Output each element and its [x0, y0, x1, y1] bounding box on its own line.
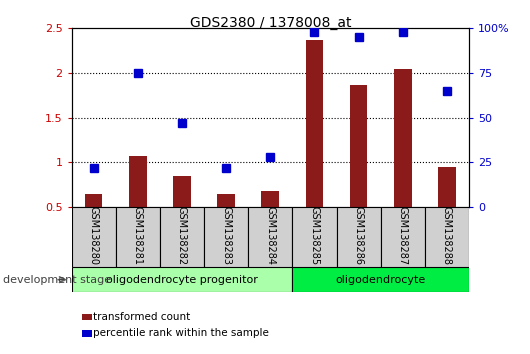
Text: oligodendrocyte: oligodendrocyte: [335, 275, 426, 285]
Text: GSM138282: GSM138282: [177, 206, 187, 266]
Bar: [116, 207, 160, 267]
Bar: [173, 176, 191, 207]
Bar: [293, 207, 337, 267]
Text: GSM138280: GSM138280: [89, 206, 99, 266]
Bar: [160, 207, 204, 267]
Bar: [381, 207, 425, 267]
Bar: [425, 207, 469, 267]
Text: GSM138286: GSM138286: [354, 206, 364, 266]
Bar: [293, 267, 469, 292]
Text: oligodendrocyte progenitor: oligodendrocyte progenitor: [106, 275, 258, 285]
Text: GSM138287: GSM138287: [398, 206, 408, 266]
Bar: [85, 194, 102, 207]
Text: GSM138281: GSM138281: [133, 206, 143, 266]
Bar: [337, 207, 381, 267]
Text: percentile rank within the sample: percentile rank within the sample: [93, 329, 269, 338]
Text: GSM138284: GSM138284: [266, 206, 275, 266]
Bar: [438, 167, 456, 207]
Bar: [72, 207, 116, 267]
Bar: [217, 194, 235, 207]
Text: transformed count: transformed count: [93, 312, 190, 322]
Bar: [306, 40, 323, 207]
Text: development stage: development stage: [3, 275, 111, 285]
Bar: [350, 85, 367, 207]
Bar: [248, 207, 293, 267]
Text: GSM138283: GSM138283: [221, 206, 231, 266]
Bar: [261, 191, 279, 207]
Bar: [204, 207, 248, 267]
Text: GSM138285: GSM138285: [310, 206, 320, 266]
Bar: [129, 156, 147, 207]
Text: GSM138288: GSM138288: [442, 206, 452, 266]
Bar: [72, 267, 293, 292]
Text: GDS2380 / 1378008_at: GDS2380 / 1378008_at: [190, 16, 351, 30]
Bar: [394, 69, 412, 207]
